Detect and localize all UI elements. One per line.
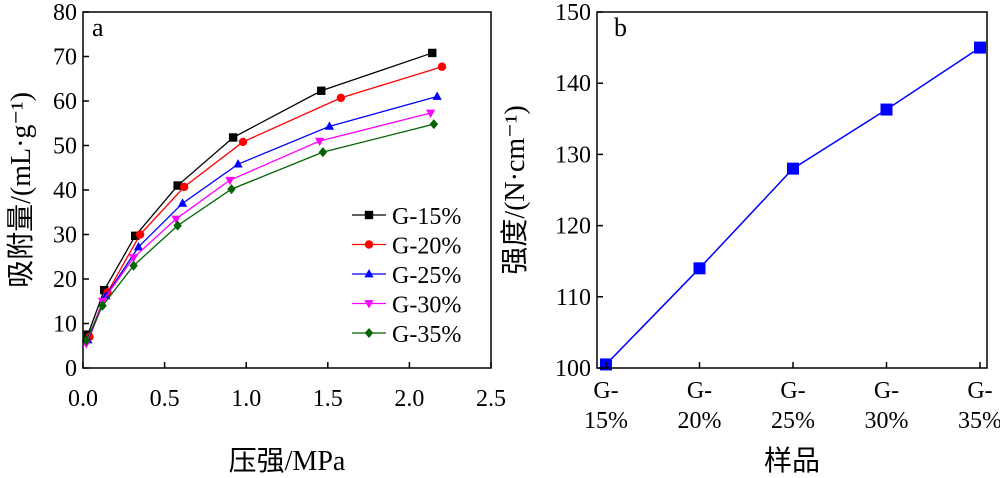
- panel-a-data-point: [171, 215, 181, 224]
- panel-b-x-tick-label: G-35%: [958, 378, 1000, 434]
- legend-marker: [364, 268, 374, 278]
- panel-b-x-tick-label: G-20%: [678, 378, 722, 434]
- panel-a-data-point: [173, 181, 182, 190]
- panel-a-data-point: [425, 109, 436, 119]
- panel-a-y-tick-label: 20: [53, 267, 77, 293]
- panel-a-data-point: [317, 86, 326, 95]
- panel-b-data-point: [974, 41, 986, 54]
- legend-marker: [364, 327, 374, 339]
- panel-a-y-tick-label: 0: [65, 356, 77, 382]
- panel-a-y-tick-label: 40: [53, 178, 77, 204]
- panel-a-y-tick-label: 70: [53, 45, 77, 71]
- panel-a-series-line: [85, 112, 431, 344]
- panel-a-series-line: [88, 66, 443, 338]
- panel-b-y-tick-label: 110: [556, 285, 591, 311]
- legend-marker: [364, 240, 374, 249]
- panel-a-series-line: [87, 52, 433, 335]
- panel-a-data-point: [437, 62, 447, 71]
- panel-a-x-tick-label: 2.5: [476, 386, 506, 412]
- panel-a-data-point: [179, 182, 189, 192]
- panel-b-x-tick-label: G-30%: [865, 378, 909, 434]
- panel-a-x-tick-label: 0.0: [68, 386, 98, 412]
- panel-a-data-point: [225, 176, 235, 186]
- panel-a-data-point: [428, 48, 437, 58]
- panel-a-data-point: [101, 290, 111, 300]
- panel-a-data-point: [98, 300, 107, 311]
- panel-a-y-tick-label: 80: [53, 0, 77, 26]
- panel-a-data-point: [324, 121, 335, 130]
- panel-b-plot-frame: [596, 11, 988, 369]
- panel-a-data-point: [227, 184, 236, 195]
- panel-a-x-axis-title: 压强/MPa: [229, 446, 346, 477]
- panel-a-data-point: [135, 230, 145, 239]
- panel-a-data-point: [432, 91, 442, 100]
- panel-b-y-tick-label: 120: [555, 214, 591, 240]
- panel-a-x-tick-label: 0.5: [150, 386, 180, 412]
- panel-a-adsorption-chart: 0.0 0.5 1.0 1.5 2.0 2.5 0 10 20 30 40 50 60 70 80 a 压…: [5, 0, 506, 477]
- panel-b-data-point: [880, 103, 893, 116]
- legend-marker: [364, 210, 374, 220]
- legend-label: G-30%: [392, 293, 461, 319]
- panel-b-y-axis-title: 强度/(N·cm⁻¹): [499, 105, 531, 274]
- panel-a-data-point: [129, 260, 138, 271]
- legend-label: G-25%: [392, 263, 461, 289]
- panel-a-data-point: [238, 137, 248, 147]
- panel-b-data-point: [787, 162, 799, 175]
- panel-a-data-point: [233, 159, 243, 168]
- panel-b-letter: b: [614, 13, 627, 42]
- panel-a-data-point: [133, 241, 144, 251]
- panel-b-x-tick-label: G-25%: [771, 378, 815, 434]
- legend-label: G-15%: [392, 204, 461, 230]
- legend-label: G-35%: [392, 322, 461, 348]
- panel-a-y-tick-label: 50: [53, 134, 77, 160]
- panel-a-data-point: [131, 231, 140, 241]
- panel-b-y-tick-label: 130: [555, 142, 591, 168]
- panel-a-y-tick-label: 60: [53, 89, 77, 115]
- legend-marker: [364, 300, 374, 309]
- panel-a-data-point: [315, 137, 325, 147]
- panel-b-series-line: [605, 46, 981, 365]
- panel-a-data-point: [228, 133, 238, 142]
- legend-label: G-20%: [392, 234, 461, 260]
- panel-b-y-tick-label: 150: [555, 0, 591, 26]
- panel-b-x-tick-label: G-15%: [584, 378, 628, 434]
- panel-a-data-point: [336, 93, 346, 103]
- panel-a-legend: G-15% G-20% G-25% G-30% G-35%: [352, 204, 461, 348]
- panel-a-data-point: [318, 147, 328, 158]
- panel-b-y-tick-label: 100: [555, 356, 591, 382]
- panel-a-y-tick-label: 30: [53, 223, 77, 249]
- panel-b-strength-chart: G-15% G-20% G-25% G-30% G-35% 100 110 120 130 14…: [499, 0, 1000, 477]
- panel-a-data-point: [177, 198, 188, 207]
- panel-a-y-axis-title: 吸附量/(mL·g⁻¹): [5, 92, 37, 288]
- panel-a-letter: a: [92, 13, 104, 42]
- panel-a-data-point: [82, 335, 91, 346]
- panel-a-data-point: [173, 220, 182, 231]
- panel-a-data-point: [429, 119, 439, 130]
- panel-b-y-tick-label: 140: [555, 71, 591, 97]
- panel-a-x-tick-label: 2.0: [394, 386, 424, 412]
- panel-b-data-point: [693, 262, 706, 275]
- panel-b-x-axis-title: 样品: [764, 445, 820, 477]
- panel-a-data-point: [128, 254, 139, 263]
- panel-a-x-tick-label: 1.0: [231, 386, 261, 412]
- panel-a-x-tick-label: 1.5: [313, 386, 343, 412]
- panel-a-y-tick-label: 10: [53, 312, 77, 338]
